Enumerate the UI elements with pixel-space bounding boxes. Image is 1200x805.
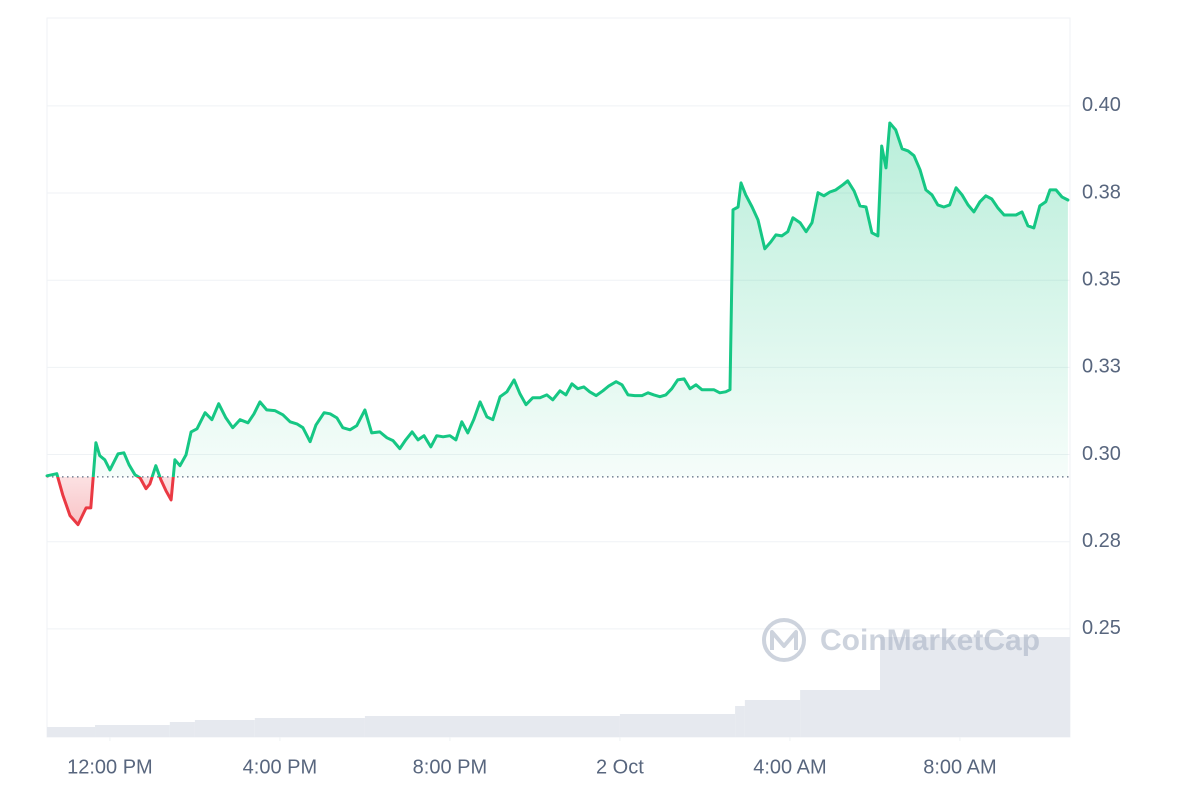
y-tick-label: 0.25 xyxy=(1082,617,1121,639)
volume-bar xyxy=(47,727,96,737)
volume-bar xyxy=(169,722,195,737)
x-tick-label: 8:00 PM xyxy=(413,756,487,778)
watermark-logo xyxy=(762,618,806,662)
y-tick-label: 0.28 xyxy=(1082,530,1121,552)
x-tick-label: 2 Oct xyxy=(596,756,644,778)
volume-bar xyxy=(254,718,365,737)
volume-bar xyxy=(744,700,801,737)
x-tick-label: 12:00 PM xyxy=(67,756,153,778)
y-tick-label: 0.40 xyxy=(1082,94,1121,116)
volume-bar xyxy=(364,716,620,737)
price-line xyxy=(45,121,1070,527)
volume-bar xyxy=(194,720,255,737)
volume-bar xyxy=(735,706,745,737)
price-area xyxy=(47,123,1068,525)
volume-bar xyxy=(619,714,736,737)
volume-bar xyxy=(880,637,1070,737)
y-tick-label: 0.38 xyxy=(1082,181,1121,203)
watermark-logo-mark xyxy=(770,630,798,650)
y-tick-label: 0.35 xyxy=(1082,268,1121,290)
watermark: CoinMarketCap xyxy=(762,618,1040,662)
x-tick-label: 4:00 AM xyxy=(753,756,826,778)
y-tick-label: 0.30 xyxy=(1082,443,1121,465)
y-tick-label: 0.33 xyxy=(1082,356,1121,378)
volume-bar xyxy=(95,725,170,737)
x-tick-label: 8:00 AM xyxy=(923,756,996,778)
x-tick-label: 4:00 PM xyxy=(243,756,317,778)
watermark-text: CoinMarketCap xyxy=(820,624,1040,657)
volume-bar xyxy=(800,690,881,737)
